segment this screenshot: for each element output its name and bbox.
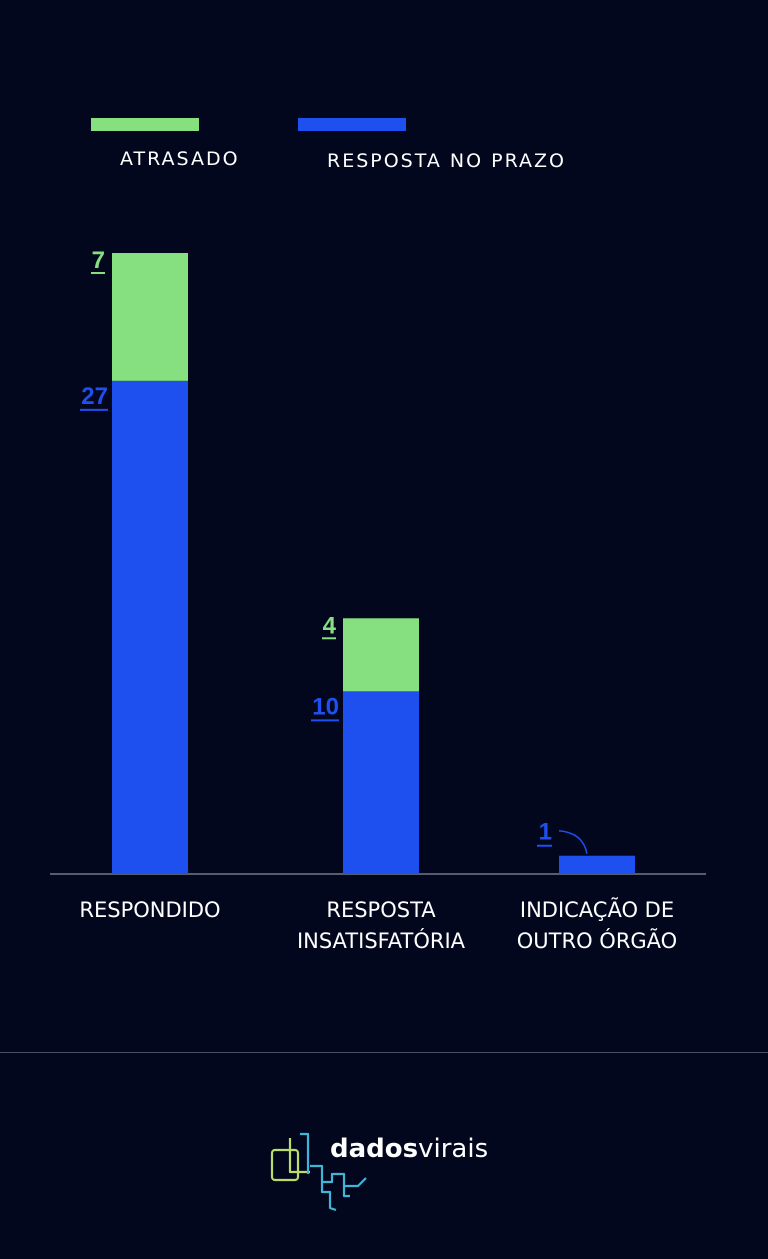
data-label-no-prazo-1: 10 [312,693,339,720]
data-label-leader-no-prazo-2 [558,829,588,854]
footer-divider [0,1052,768,1053]
bar-no-prazo-0 [112,380,188,874]
bar-no-prazo-2 [559,855,635,874]
bar-atrasado-1 [343,618,419,692]
category-label-0: RESPONDIDO [50,895,250,926]
dadosvirais-logo-icon [270,1132,367,1212]
brand-name: dadosvirais [330,1134,488,1164]
brand-name-light: virais [418,1134,489,1164]
category-label-line: INDICAÇÃO DE [519,898,675,922]
legend-label-no-prazo: RESPOSTA NO PRAZO [327,150,566,172]
category-label-1: RESPOSTA INSATISFATÓRIA [281,895,481,957]
category-label-line: OUTRO ÓRGÃO [516,929,678,953]
category-label-line: INSATISFATÓRIA [296,929,466,953]
category-label-line: RESPOSTA [326,898,436,922]
legend-swatch-atrasado [91,118,199,131]
category-label-2: INDICAÇÃO DE OUTRO ÓRGÃO [497,895,697,957]
brand-name-bold: dados [330,1134,419,1164]
brand-logo: dadosvirais [270,1130,510,1215]
bar-atrasado-0 [112,253,188,381]
data-label-no-prazo-2: 1 [539,819,552,846]
legend-swatch-no-prazo [298,118,406,131]
data-label-no-prazo-0: 27 [81,383,108,410]
data-label-atrasado-1: 4 [323,612,337,639]
data-label-atrasado-0: 7 [92,247,105,274]
category-label-line: RESPONDIDO [79,898,221,922]
stacked-bar-chart: 7 27 4 10 1 [50,247,706,875]
legend-label-atrasado: ATRASADO [120,148,240,170]
bar-no-prazo-1 [343,691,419,874]
